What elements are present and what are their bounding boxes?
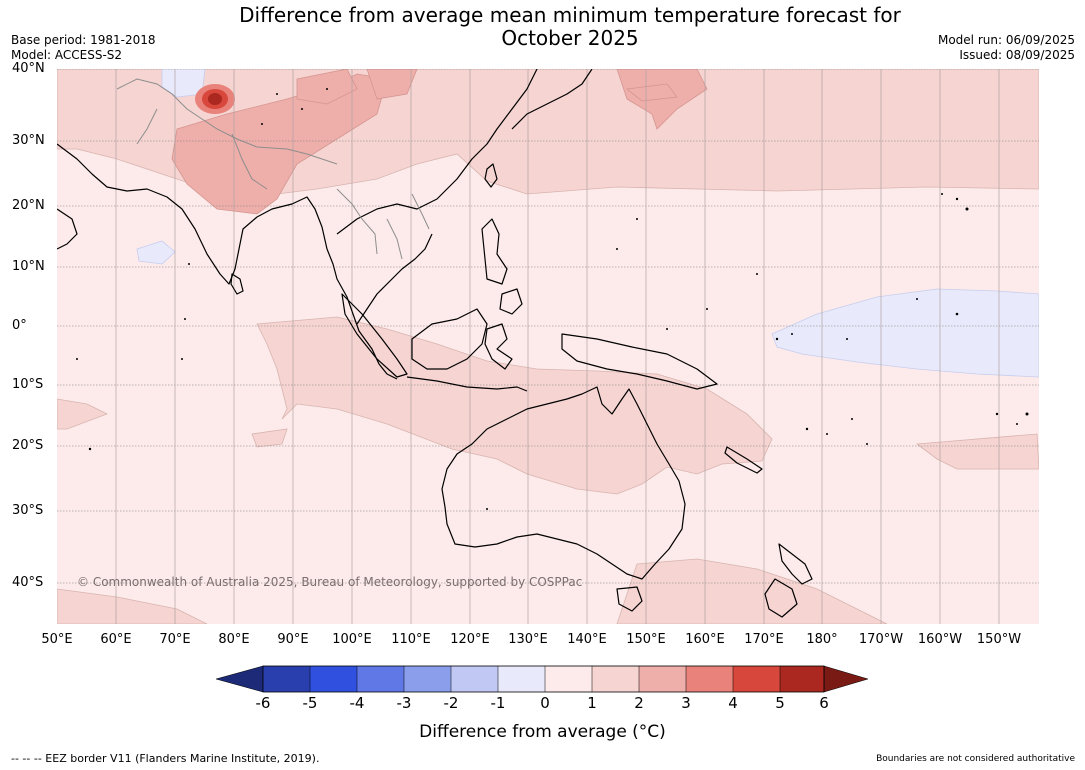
colorbar-tick-1: 1 xyxy=(587,694,597,712)
lat-label-0: 0° xyxy=(12,318,27,333)
colorbar-swatch-m5-m4 xyxy=(310,666,357,692)
colorbar-swatch-m6-m5 xyxy=(263,666,310,692)
colorbar-tick-m3: -3 xyxy=(396,694,412,712)
title-line-1: Difference from average mean minimum tem… xyxy=(239,3,901,27)
anomaly-minus1-0-regions xyxy=(136,69,1039,378)
colorbar-tick-m4: -4 xyxy=(349,694,365,712)
lat-label-10s: 10°S xyxy=(12,377,44,392)
lon-label-50e: 50°E xyxy=(41,632,73,647)
colorbar-tick-m6: -6 xyxy=(255,694,271,712)
anomaly-2-3-regions xyxy=(171,69,708,215)
colorbar-swatch-m4-m3 xyxy=(357,666,404,692)
lon-label-60e: 60°E xyxy=(100,632,132,647)
map-title: Difference from average mean minimum tem… xyxy=(190,4,950,50)
lon-label-80e: 80°E xyxy=(218,632,250,647)
colorbar-tick-4: 4 xyxy=(728,694,738,712)
lat-label-20s: 20°S xyxy=(12,438,44,453)
lon-label-150e: 150°E xyxy=(626,632,666,647)
colorbar-tick-3: 3 xyxy=(681,694,691,712)
meta-right: Model run: 06/09/2025 Issued: 08/09/2025 xyxy=(938,33,1075,63)
coastlines xyxy=(57,69,813,618)
colorbar-swatch-0-1 xyxy=(545,666,592,692)
colorbar xyxy=(216,665,869,693)
anomaly-hotspot xyxy=(195,84,235,114)
colorbar-tick-2: 2 xyxy=(634,694,644,712)
lat-label-40n: 40°N xyxy=(12,61,45,76)
longitude-gridlines xyxy=(115,69,1000,624)
colorbar-swatch-m3-m2 xyxy=(404,666,451,692)
lat-label-30s: 30°S xyxy=(12,503,44,518)
base-period: Base period: 1981-2018 xyxy=(11,33,156,47)
colorbar-tick-0: 0 xyxy=(540,694,550,712)
issued-date: Issued: 08/09/2025 xyxy=(959,48,1075,62)
title-line-2: October 2025 xyxy=(501,26,639,50)
colorbar-arrow-high xyxy=(823,665,869,693)
lat-label-40s: 40°S xyxy=(12,575,44,590)
lon-label-110e: 110°E xyxy=(391,632,431,647)
model-name: Model: ACCESS-S2 xyxy=(11,48,123,62)
model-run: Model run: 06/09/2025 xyxy=(937,33,1075,47)
eez-border-note: -- -- -- EEZ border V11 (Flanders Marine… xyxy=(11,752,320,765)
colorbar-swatch-m2-m1 xyxy=(451,666,498,692)
lon-label-170w: 170°W xyxy=(858,632,904,647)
lon-label-170e: 170°E xyxy=(744,632,784,647)
map-area[interactable] xyxy=(57,69,1039,624)
lon-label-180: 180° xyxy=(806,632,838,647)
colorbar-arrow-low xyxy=(216,665,264,693)
colorbar-tick-m2: -2 xyxy=(443,694,459,712)
colorbar-tick-5: 5 xyxy=(775,694,785,712)
lon-label-90e: 90°E xyxy=(277,632,309,647)
lon-label-100e: 100°E xyxy=(332,632,372,647)
lon-label-160e: 160°E xyxy=(685,632,725,647)
colorbar-label: Difference from average (°C) xyxy=(419,722,666,742)
colorbar-frame xyxy=(262,665,825,693)
copyright-notice: © Commonwealth of Australia 2025, Bureau… xyxy=(77,575,583,589)
boundaries-disclaimer: Boundaries are not considered authoritat… xyxy=(876,754,1075,764)
country-borders xyxy=(116,78,430,260)
lat-label-30n: 30°N xyxy=(12,133,45,148)
colorbar-swatch-m1-0 xyxy=(498,666,545,692)
lon-label-120e: 120°E xyxy=(450,632,490,647)
colorbar-tick-m1: -1 xyxy=(490,694,506,712)
colorbar-swatch-2-3 xyxy=(639,666,686,692)
colorbar-tick-6: 6 xyxy=(819,694,829,712)
colorbar-swatch-1-2 xyxy=(592,666,639,692)
lon-label-70e: 70°E xyxy=(159,632,191,647)
lon-label-130e: 130°E xyxy=(508,632,548,647)
lat-label-10n: 10°N xyxy=(12,259,45,274)
lon-label-150w: 150°W xyxy=(976,632,1022,647)
lat-label-20n: 20°N xyxy=(12,198,45,213)
pacific-islands xyxy=(76,88,1029,510)
colorbar-dividers xyxy=(309,666,781,692)
colorbar-swatch-3-4 xyxy=(686,666,733,692)
lon-label-140e: 140°E xyxy=(567,632,607,647)
colorbar-tick-m5: -5 xyxy=(302,694,318,712)
map-svg xyxy=(57,69,1039,624)
colorbar-swatch-4-5 xyxy=(733,666,780,692)
lon-label-160w: 160°W xyxy=(917,632,963,647)
colorbar-swatch-5-6 xyxy=(780,666,824,692)
meta-left: Base period: 1981-2018 Model: ACCESS-S2 xyxy=(11,33,156,63)
